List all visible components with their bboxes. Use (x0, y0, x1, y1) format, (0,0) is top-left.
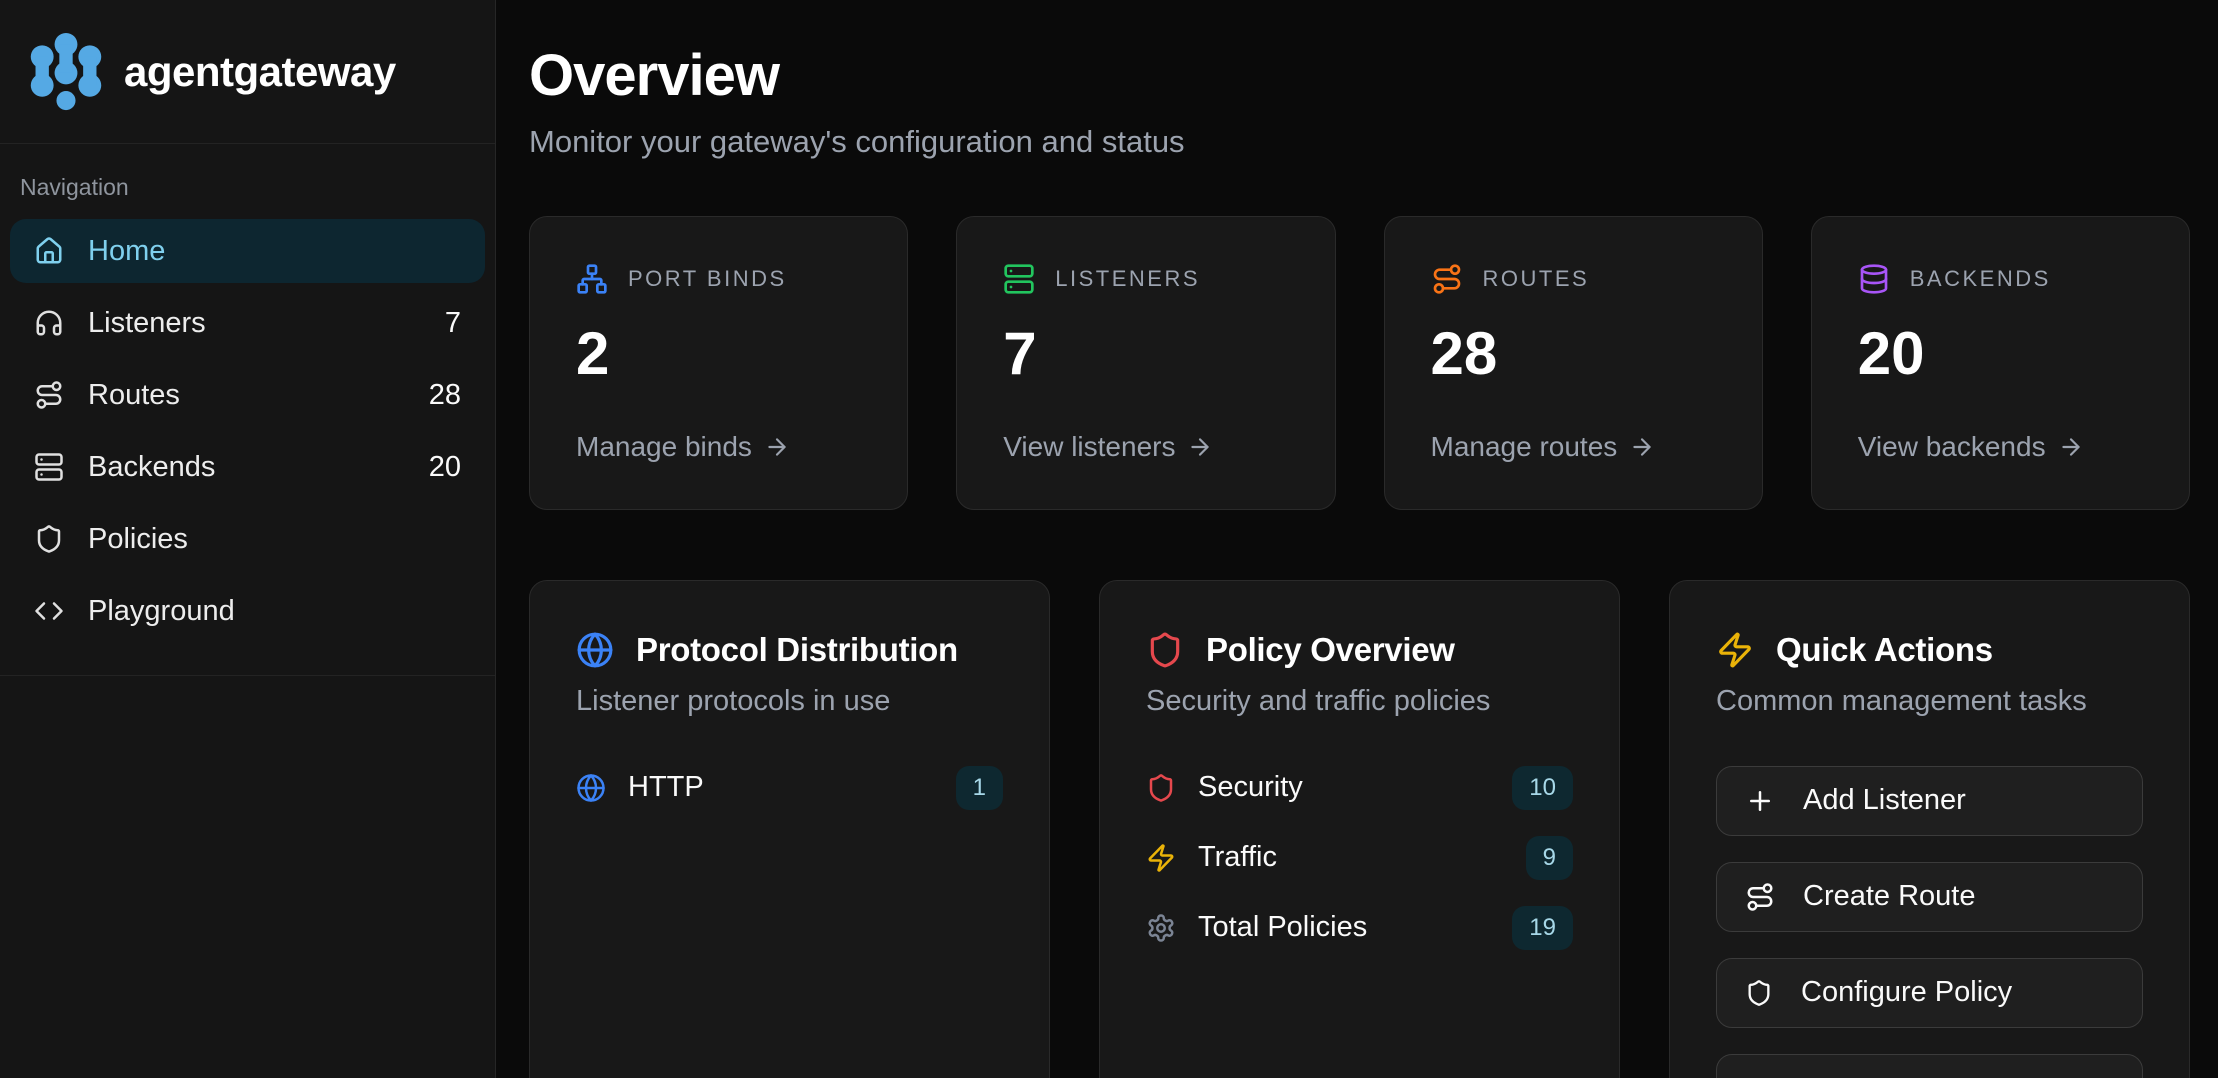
nav-section-label: Navigation (20, 174, 129, 200)
stat-label: ROUTES (1482, 265, 1590, 291)
sidebar-item-label: Home (88, 234, 166, 267)
protocol-row-http: HTTP 1 (576, 765, 1003, 810)
sidebar-item-count: 20 (428, 450, 461, 483)
stats-row: PORT BINDS 2 Manage binds LISTENERS 7 Vi… (529, 215, 2190, 510)
protocol-distribution-card: Protocol Distribution Listener protocols… (529, 579, 1050, 1078)
shield-icon (1748, 979, 1770, 1006)
stat-value: 20 (1857, 319, 1925, 387)
sidebar-item-playground[interactable]: Playground (10, 579, 485, 643)
agentgateway-logo-icon (30, 32, 102, 110)
network-icon (577, 264, 607, 294)
route-icon (1747, 883, 1773, 911)
sidebar-item-routes[interactable]: Routes 28 (10, 363, 485, 427)
manage-routes-link[interactable]: Manage routes (1431, 431, 1716, 463)
settings-icon (1148, 914, 1174, 942)
sidebar-item-label: Backends (88, 450, 216, 483)
stat-value: 28 (1430, 319, 1498, 387)
sidebar-item-label: Routes (88, 378, 180, 411)
policy-overview-card: Policy Overview Security and traffic pol… (1099, 579, 1620, 1078)
arrow-right-icon (768, 438, 786, 456)
server-icon (1004, 264, 1034, 294)
stat-card-port-binds: PORT BINDS 2 Manage binds (529, 215, 909, 510)
stat-value: 2 (576, 319, 610, 387)
panel-subtitle: Security and traffic policies (1146, 684, 1491, 717)
policy-row-security: Security 10 (1146, 765, 1573, 810)
arrow-right-icon (2061, 438, 2080, 456)
policy-row-total: Total Policies 19 (1146, 905, 1573, 950)
security-count-badge: 10 (1512, 765, 1573, 810)
create-route-button[interactable]: Create Route (1716, 861, 2143, 932)
server-icon (35, 453, 63, 481)
globe-icon (577, 774, 605, 802)
brand[interactable]: agentgateway (0, 0, 495, 144)
stat-label: LISTENERS (1055, 265, 1201, 291)
add-listener-button[interactable]: Add Listener (1716, 765, 2143, 836)
protocol-label: HTTP (628, 771, 704, 804)
stat-label: BACKENDS (1909, 265, 2051, 291)
shield-icon (1150, 632, 1180, 668)
sidebar-item-backends[interactable]: Backends 20 (10, 435, 485, 499)
panels-row: Protocol Distribution Listener protocols… (529, 579, 2190, 1078)
plus-icon (1750, 790, 1770, 811)
sidebar-item-label: Policies (88, 522, 188, 555)
stat-card-listeners: LISTENERS 7 View listeners (956, 215, 1336, 510)
total-policies-count-badge: 19 (1512, 905, 1573, 950)
shield-icon (1149, 773, 1173, 802)
panel-subtitle: Listener protocols in use (576, 684, 891, 717)
sidebar-item-label: Listeners (88, 306, 206, 339)
sidebar-item-home[interactable]: Home (10, 219, 485, 283)
sidebar-item-policies[interactable]: Policies (10, 507, 485, 571)
database-icon (1860, 264, 1888, 294)
page-title: Overview (529, 43, 780, 108)
policy-label: Security (1198, 771, 1303, 804)
panel-title: Protocol Distribution (636, 630, 958, 668)
route-icon (36, 381, 62, 409)
panel-title: Policy Overview (1206, 630, 1455, 668)
view-backends-link[interactable]: View backends (1858, 431, 2143, 463)
arrow-right-icon (1191, 438, 1210, 456)
quick-actions-card: Quick Actions Common management tasks Ad… (1669, 579, 2190, 1078)
protocol-count-badge: 1 (955, 765, 1003, 810)
policy-label: Total Policies (1198, 911, 1368, 944)
headphones-icon (36, 310, 62, 336)
view-listeners-link[interactable]: View listeners (1003, 431, 1288, 463)
policy-row-traffic: Traffic 9 (1146, 835, 1573, 880)
home-icon (36, 237, 62, 264)
main-content: Overview Monitor your gateway's configur… (497, 0, 2218, 1078)
sidebar-item-label: Playground (88, 594, 235, 627)
stat-value: 7 (1003, 319, 1037, 387)
page-subtitle: Monitor your gateway's configuration and… (529, 123, 1185, 159)
sidebar-item-listeners[interactable]: Listeners 7 (10, 291, 485, 355)
stat-card-routes: ROUTES 28 Manage routes (1383, 215, 1763, 510)
configure-policy-button[interactable]: Configure Policy (1716, 957, 2143, 1028)
panel-subtitle: Common management tasks (1716, 684, 2087, 717)
stat-card-backends: BACKENDS 20 View backends (1810, 215, 2190, 510)
brand-name: agentgateway (124, 47, 396, 95)
sidebar-nav: Navigation Home Listeners 7 Routes 28 Ba… (0, 144, 495, 676)
sidebar-item-count: 28 (428, 378, 461, 411)
quick-action-button-partial[interactable] (1716, 1053, 2143, 1078)
zap-icon (1719, 632, 1751, 668)
sidebar: agentgateway Navigation Home Listeners 7… (0, 0, 496, 1078)
route-icon (1433, 264, 1460, 294)
shield-icon (37, 525, 61, 553)
code-icon (35, 602, 63, 620)
panel-title: Quick Actions (1776, 630, 1993, 668)
stat-label: PORT BINDS (628, 265, 787, 291)
globe-icon (577, 632, 613, 668)
zap-icon (1148, 844, 1174, 872)
sidebar-item-count: 7 (444, 306, 461, 339)
traffic-count-badge: 9 (1525, 835, 1573, 880)
manage-binds-link[interactable]: Manage binds (576, 431, 861, 463)
arrow-right-icon (1633, 438, 1651, 456)
policy-label: Traffic (1198, 841, 1277, 874)
